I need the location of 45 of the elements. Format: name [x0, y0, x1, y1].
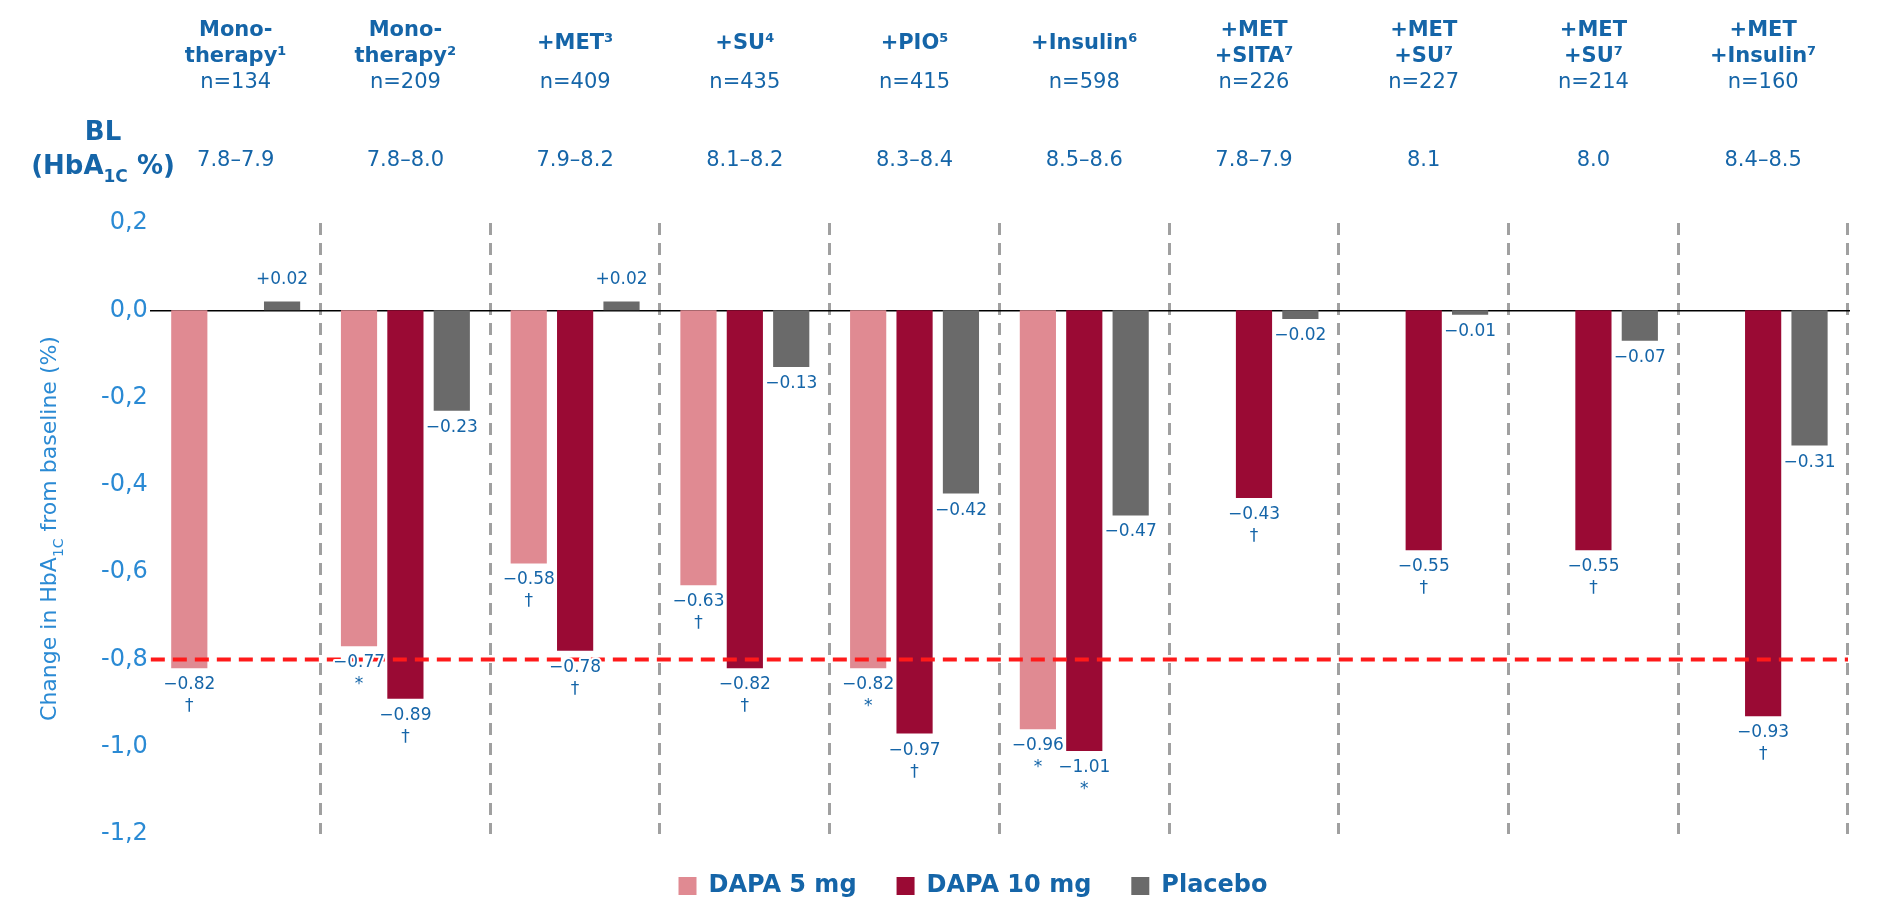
data-label: −0.82 †	[163, 673, 216, 716]
category-label: +PIO⁵ n=415 8.3–8.4	[875, 30, 954, 171]
y-tick-label: -0,8	[101, 643, 148, 672]
data-label: −0.55 †	[1567, 555, 1620, 598]
data-label: −0.31	[1783, 450, 1836, 471]
category-label: +SU⁴ n=435 8.1–8.2	[706, 30, 784, 171]
y-tick-label: 0,2	[109, 207, 148, 236]
data-label: −0.47	[1104, 520, 1157, 541]
category-label: +MET³ n=409 7.9–8.2	[536, 30, 614, 171]
y-tick-label: -1,0	[101, 730, 148, 759]
y-tick-label: -1,2	[101, 818, 148, 847]
data-label: −0.42	[934, 498, 987, 519]
legend-label: Placebo	[1161, 870, 1268, 899]
data-label: −0.82 *	[842, 673, 895, 716]
category-label: +MET +SU⁷ n=227 8.1	[1388, 17, 1460, 171]
category-label: +MET +SU⁷ n=214 8.0	[1557, 17, 1629, 171]
data-label: −0.13	[765, 371, 818, 392]
legend-label: DAPA 5 mg	[708, 870, 857, 899]
category-label: Mono- therapy² n=209 7.8–8.0	[354, 17, 457, 171]
y-tick-label: -0,6	[101, 556, 148, 585]
legend-label: DAPA 10 mg	[926, 870, 1092, 899]
y-tick-label: -0,4	[101, 469, 148, 498]
data-label: +0.02	[595, 268, 648, 289]
data-label: −0.63 †	[672, 590, 725, 633]
data-label: −0.43 †	[1227, 502, 1281, 545]
category-label: Mono- therapy¹ n=134 7.8–7.9	[184, 17, 287, 171]
y-axis-title: Change in HbA1C from baseline (%)	[36, 336, 66, 721]
y-tick-label: 0,0	[109, 294, 148, 323]
data-label: −0.02	[1274, 323, 1327, 344]
category-label: +MET +Insulin⁷ n=160 8.4–8.5	[1709, 17, 1817, 171]
data-label: −0.97 †	[888, 738, 941, 781]
data-label: −0.93 †	[1737, 721, 1790, 764]
data-label: −0.07	[1613, 345, 1666, 366]
data-label: −0.89 †	[379, 703, 432, 746]
data-label: −0.23	[425, 415, 478, 436]
data-label: −0.01	[1444, 319, 1497, 340]
data-label: −0.78 †	[549, 655, 602, 698]
data-label: −0.55 †	[1397, 555, 1450, 598]
category-label: +Insulin⁶ n=598 8.5–8.6	[1031, 30, 1138, 171]
data-label: −0.58 †	[502, 568, 555, 611]
data-label: −1.01 *	[1058, 756, 1111, 798]
data-label: +0.02	[256, 268, 309, 289]
y-tick-label: -0,2	[101, 381, 148, 410]
category-label: +MET +SITA⁷ n=226 7.8–7.9	[1214, 17, 1294, 171]
data-label: −0.82 †	[718, 673, 771, 716]
